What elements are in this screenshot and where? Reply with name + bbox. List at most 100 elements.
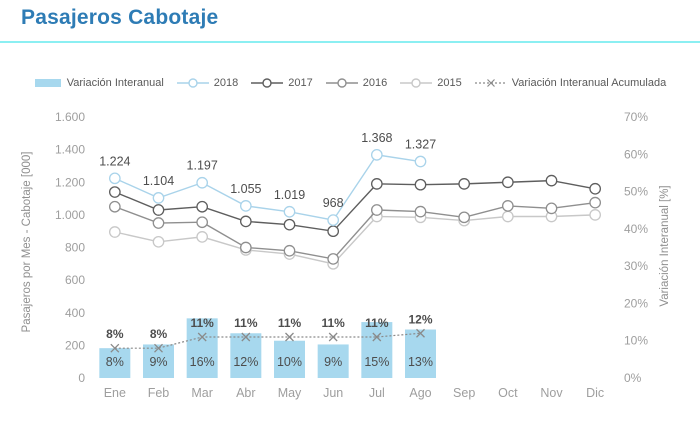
line-2015	[108, 209, 602, 270]
bar-swatch-icon	[34, 79, 61, 87]
bar-data-label: 15%	[364, 355, 389, 369]
bar-Jul	[361, 322, 393, 378]
acc-x-marker	[372, 332, 382, 342]
point-2015-Feb	[152, 235, 165, 248]
point-2016-May	[283, 244, 296, 257]
series-data-label: 1.368	[361, 131, 392, 145]
point-2017-May	[283, 218, 296, 231]
series-data-label: 1.327	[405, 138, 436, 152]
point-2017-Sep	[458, 178, 471, 190]
point-2018-Ene	[108, 172, 121, 185]
series-data-label: 968	[323, 196, 344, 210]
axis-tick-labels: 0 200 400 600 800 1.000 1.200 1.400 1.600 0% 10% 20…	[55, 110, 648, 400]
bar-Feb	[143, 344, 174, 378]
bar-Jun	[317, 344, 349, 378]
legend-label: Variación Interanual	[66, 77, 164, 89]
legend-item-2015[interactable]: 2015	[400, 77, 462, 89]
point-2016-Sep	[458, 211, 471, 224]
x-axis-month-label: Feb	[148, 386, 170, 400]
x-axis-month-label: Jun	[323, 386, 343, 400]
point-2016-Ago	[414, 205, 427, 218]
legend-label: 2017	[288, 77, 313, 89]
legend-item-2017[interactable]: 2017	[251, 77, 313, 89]
x-axis-month-label: Sep	[453, 386, 475, 400]
point-2017-Jul	[370, 178, 383, 190]
line-2015-swatch-icon	[400, 78, 433, 88]
point-2017-Dic	[589, 182, 602, 195]
right-axis-tick: 40%	[624, 222, 648, 236]
point-2018-Jul	[370, 148, 383, 161]
x-axis-month-label: Abr	[236, 386, 255, 400]
point-2016-Mar	[196, 216, 209, 229]
left-axis-tick: 800	[65, 241, 85, 255]
x-axis-month-label: Dic	[586, 386, 604, 400]
series-data-label: 1.224	[99, 154, 130, 168]
x-axis-month-label: Jul	[369, 386, 385, 400]
point-2015-Ene	[108, 226, 121, 238]
left-axis-tick: 1.000	[55, 208, 85, 222]
legend-label: Variación Interanual Acumulada	[511, 77, 667, 89]
point-2016-Nov	[545, 202, 558, 215]
acc-x-marker	[197, 332, 207, 342]
acc-x-marker	[241, 332, 251, 342]
bar-data-label: 8%	[106, 355, 124, 369]
point-2018-Jun	[327, 214, 340, 226]
line-2018-swatch-icon	[176, 78, 209, 88]
acc-x-marker	[154, 343, 163, 353]
legend-item-variacion-acumulada[interactable]: Variación Interanual Acumulada	[474, 77, 667, 89]
bar-data-label: 10%	[277, 355, 302, 369]
point-2017-Nov	[545, 174, 558, 187]
point-2017-Oct	[501, 176, 514, 189]
left-axis-tick: 0	[78, 371, 85, 385]
point-2016-Feb	[152, 217, 165, 229]
right-axis-tick: 30%	[624, 259, 648, 273]
series-data-label: 1.019	[274, 188, 305, 202]
point-2018-May	[283, 205, 296, 218]
x-axis-month-label: Nov	[540, 386, 563, 400]
acc-x-marker	[416, 328, 425, 338]
series-data-label: 1.197	[187, 159, 218, 173]
point-2017-Ago	[414, 178, 427, 191]
legend-item-2016[interactable]: 2016	[325, 77, 388, 89]
left-axis-tick: 600	[65, 273, 85, 287]
acc-data-label: 11%	[365, 316, 389, 330]
bar-data-label: 9%	[149, 355, 167, 369]
point-2017-Mar	[196, 200, 209, 213]
chart-legend: Variación Interanual 2018 2017 2016	[0, 77, 700, 89]
series-data-label: 1.104	[143, 174, 174, 188]
point-2016-Jul	[370, 204, 383, 216]
title-underline	[0, 41, 700, 43]
legend-label: 2015	[437, 77, 462, 89]
acc-data-label: 11%	[234, 316, 258, 330]
acc-data-label: 12%	[408, 312, 432, 326]
acc-x-marker	[328, 332, 338, 342]
bar-data-label: 16%	[190, 355, 215, 369]
point-2016-Abr	[239, 241, 252, 254]
acc-data-label: 11%	[278, 316, 302, 330]
point-2018-Mar	[196, 176, 209, 189]
left-axis-tick: 1.600	[55, 110, 85, 124]
right-axis-tick: 50%	[624, 185, 648, 199]
line-2018: 1.224 1.104 1.197 1.055 1.019 968 1.368 1.327	[99, 131, 436, 226]
acc-data-label: 8%	[106, 327, 124, 341]
legend-item-2018[interactable]: 2018	[176, 77, 238, 89]
point-2018-Feb	[152, 192, 165, 204]
point-2018-Ago	[414, 155, 427, 168]
point-2017-Abr	[239, 215, 252, 228]
right-axis-tick: 70%	[624, 110, 648, 124]
legend-label: 2016	[362, 77, 388, 89]
acc-x-marker	[110, 343, 120, 353]
right-axis-tick: 10%	[624, 334, 648, 348]
left-axis-title: Pasajeros por Mes - Cabotaje [000]	[21, 152, 33, 333]
left-axis-tick: 1.200	[55, 175, 85, 189]
x-axis-month-label: Ene	[104, 386, 126, 400]
variacion-interanual-bars: 8% 9% 16% 12% 10% 9% 15% 13%	[99, 318, 436, 378]
point-2017-Ene	[108, 186, 121, 198]
legend-item-variacion-interanual[interactable]: Variación Interanual	[34, 77, 164, 89]
page-title: Pasajeros Cabotaje	[21, 6, 219, 29]
bar-Ene	[99, 348, 131, 378]
line-2017-swatch-icon	[251, 78, 284, 88]
x-axis-month-label: Oct	[498, 386, 518, 400]
point-2016-Dic	[589, 196, 602, 209]
